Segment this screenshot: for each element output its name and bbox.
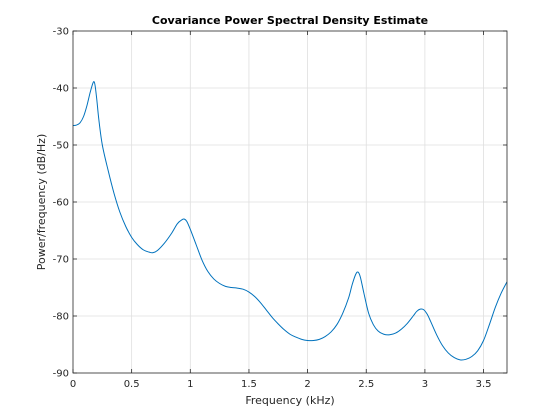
x-tick-label: 2 (304, 379, 310, 390)
psd-series-line (73, 81, 507, 361)
x-tick-label: 2.5 (358, 379, 374, 390)
y-axis-label: Power/frequency (dB/Hz) (35, 134, 48, 271)
chart-title: Covariance Power Spectral Density Estima… (152, 14, 428, 27)
y-tick-label: -50 (53, 141, 69, 152)
x-axis-label: Frequency (kHz) (245, 394, 334, 407)
y-tick-label: -40 (53, 84, 69, 95)
y-tick-label: -30 (53, 27, 69, 38)
x-tick-label: 1.5 (241, 379, 257, 390)
y-tick-label: -80 (53, 312, 69, 323)
data-layer (73, 81, 507, 361)
x-tick-label: 1 (187, 379, 193, 390)
x-tick-label: 3.5 (476, 379, 492, 390)
y-tick-label: -90 (53, 369, 69, 380)
grid-layer (73, 31, 507, 373)
tick-layer: 0 0.5 1 1.5 2 2.5 3 3.5 -90 -80 -70 -60 -50 -40 -30 (53, 27, 507, 390)
x-tick-label: 0.5 (124, 379, 140, 390)
x-tick-label: 0 (70, 379, 76, 390)
y-tick-label: -70 (53, 255, 69, 266)
y-tick-label: -60 (53, 198, 69, 209)
x-tick-label: 3 (422, 379, 428, 390)
